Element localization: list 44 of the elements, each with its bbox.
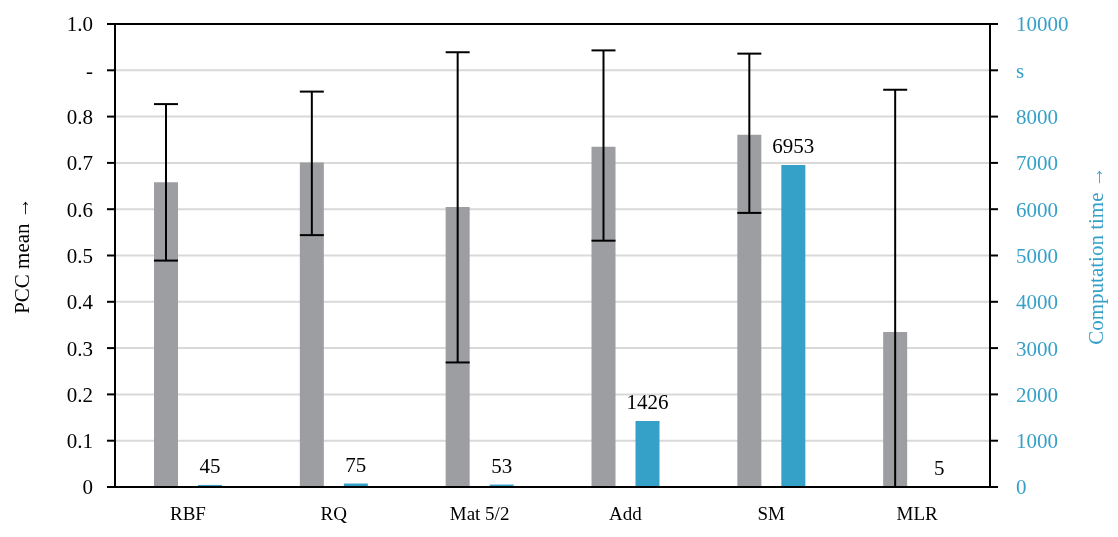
y2-tick-label: 4000 — [1016, 290, 1058, 315]
y2-tick-label: 0 — [1016, 475, 1027, 500]
y2-axis-title: Computation time → — [1084, 166, 1109, 345]
y-tick-label: - — [86, 58, 93, 83]
y2-tick-label: 10000 — [1016, 12, 1069, 37]
bar — [591, 146, 616, 487]
x-tick-label: RBF — [169, 503, 206, 525]
data-label: 53 — [491, 453, 513, 478]
bar — [737, 134, 762, 487]
data-label: 1426 — [626, 389, 669, 414]
data-label: 45 — [199, 453, 221, 478]
y-tick-label: 0.3 — [66, 336, 93, 361]
data-label: 6953 — [772, 134, 815, 159]
y2-tick-label: 3000 — [1016, 336, 1058, 361]
y-tick-label: 0.6 — [66, 197, 93, 222]
y-tick-label: 0.2 — [66, 382, 93, 407]
data-label: 5 — [933, 455, 945, 480]
x-tick-label: Add — [609, 503, 643, 525]
y2-tick-label: 1000 — [1016, 429, 1058, 454]
y-axis-title: PCC mean → — [10, 197, 35, 314]
y2-tick-label: 6000 — [1016, 197, 1058, 222]
y2-tick-label: 2000 — [1016, 382, 1058, 407]
y2-tick-label: 8000 — [1016, 105, 1058, 130]
x-tick-label: SM — [757, 503, 786, 525]
y2-tick-label: s — [1016, 58, 1025, 83]
y-tick-label: 0.5 — [66, 243, 93, 268]
y2-tick-label: 7000 — [1016, 151, 1058, 176]
bar — [635, 420, 660, 487]
x-tick-label: MLR — [896, 503, 938, 525]
bar — [445, 206, 470, 487]
bar — [781, 165, 806, 487]
bar — [883, 331, 908, 487]
y-tick-label: 0 — [82, 475, 93, 500]
y-tick-label: 0.7 — [66, 151, 93, 176]
y-tick-label: 0.1 — [66, 429, 93, 454]
bar — [299, 162, 324, 487]
x-tick-label: Mat 5/2 — [449, 503, 510, 525]
y-tick-label: 0.4 — [66, 290, 94, 315]
y2-tick-label: 5000 — [1016, 243, 1058, 268]
x-tick-label: RQ — [320, 503, 348, 525]
y-tick-label: 0.8 — [66, 105, 93, 130]
y-tick-label: 1.0 — [66, 12, 93, 37]
data-label: 75 — [345, 452, 367, 477]
bar — [154, 182, 178, 487]
